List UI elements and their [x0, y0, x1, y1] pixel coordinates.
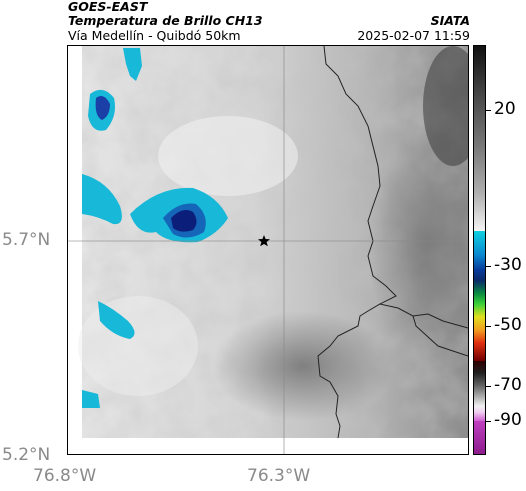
image-area [78, 46, 468, 438]
colorbar-label-20: 20 [494, 99, 516, 119]
y-tick-5-7n: 5.7°N [2, 230, 51, 250]
colorbar-tick [486, 110, 491, 111]
colorbar [473, 45, 486, 455]
organization-label: SIATA [430, 13, 470, 28]
colorbar-tick [486, 421, 491, 422]
colorbar-label-minus-30: -30 [494, 255, 522, 275]
graticule [68, 46, 468, 454]
colorbar-tick [486, 326, 491, 327]
satellite-source: GOES-EAST [68, 0, 148, 14]
colorbar-label-minus-50: -50 [494, 315, 522, 335]
timestamp: 2025-02-07 11:59 [357, 28, 470, 43]
colorbar-tick [486, 266, 491, 267]
y-tick-5-2n: 5.2°N [2, 445, 51, 465]
colorbar-label-minus-70: -70 [494, 375, 522, 395]
colorbar-tick [486, 386, 491, 387]
x-tick-76-8w: 76.8°W [33, 466, 97, 486]
product-title: Temperatura de Brillo CH13 [68, 13, 263, 28]
coastline-borders [317, 46, 468, 439]
colorbar-label-minus-90: -90 [494, 410, 522, 430]
star-icon [258, 235, 270, 247]
brightness-temperature-image [68, 46, 468, 454]
region-subtitle: Vía Medellín - Quibdó 50km [68, 28, 241, 43]
satellite-map [67, 45, 469, 455]
x-tick-76-3w: 76.3°W [247, 466, 311, 486]
cold-cloud-regions [82, 48, 228, 408]
